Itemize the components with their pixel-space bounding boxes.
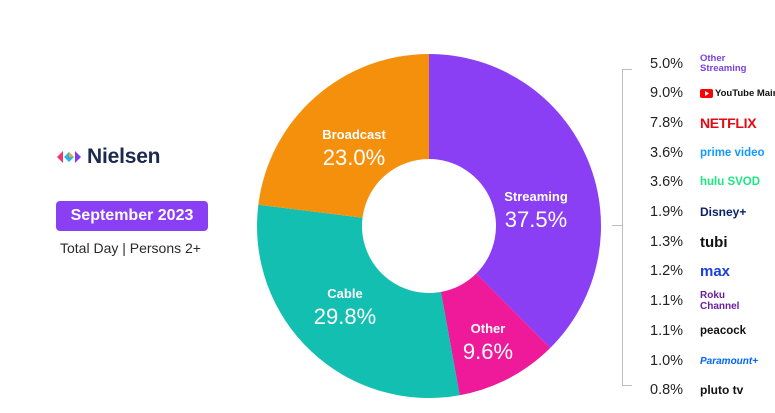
brand-name: Nielsen <box>87 145 161 168</box>
legend-value: 3.6% <box>650 174 684 190</box>
prime-video-logo: prime video <box>700 147 765 159</box>
legend-row-max: 1.2% max <box>650 259 730 283</box>
bracket-connector <box>612 225 622 226</box>
slice-value-cable: 29.8% <box>314 304 376 329</box>
legend-value: 1.0% <box>650 353 684 369</box>
pluto-tv-logo: pluto tv <box>700 383 744 397</box>
legend-row-netflix: 7.8% NETFLIX <box>650 111 757 135</box>
slice-value-streaming: 37.5% <box>505 207 567 232</box>
donut-slice-broadcast <box>258 54 429 218</box>
tubi-logo: tubi <box>700 233 728 251</box>
donut-slice-streaming <box>429 54 602 348</box>
nielsen-logo: Nielsen <box>57 144 161 170</box>
disney-plus-logo: Disney+ <box>700 205 747 219</box>
slice-label-other: Other <box>471 321 506 336</box>
youtube-play-icon <box>700 88 713 98</box>
slice-label-streaming: Streaming <box>504 189 568 204</box>
legend-value: 1.2% <box>650 263 684 279</box>
legend-value: 5.0% <box>650 56 684 72</box>
breakdown-bracket <box>622 69 632 386</box>
slice-value-other: 9.6% <box>463 339 513 364</box>
hulu-logo: hulu SVOD <box>700 176 761 188</box>
legend-row-peacock: 1.1% peacock <box>650 319 746 343</box>
max-logo: max <box>700 262 731 280</box>
donut-slice-other <box>440 273 551 396</box>
legend-row-hulu: 3.6% hulu SVOD <box>650 170 760 194</box>
nielsen-logo-icon <box>57 151 81 163</box>
legend-value: 1.3% <box>650 234 684 250</box>
legend-row-tubi: 1.3% tubi <box>650 230 728 254</box>
legend-row-roku: 1.1% Roku Channel <box>650 289 742 313</box>
period-badge: September 2023 <box>56 201 208 231</box>
legend-value: 1.1% <box>650 293 684 309</box>
slice-label-cable: Cable <box>327 286 362 301</box>
legend-value: 1.1% <box>650 323 684 339</box>
youtube-logo: YouTube Main <box>700 88 775 99</box>
legend-value: 7.8% <box>650 115 684 131</box>
legend-row-youtube: 9.0% YouTube Main <box>650 81 775 105</box>
legend-row-other-streaming: 5.0% Other Streaming <box>650 52 755 76</box>
roku-channel-logo: Roku Channel <box>700 290 740 312</box>
netflix-logo: NETFLIX <box>700 115 757 131</box>
other-streaming-logo: Other Streaming <box>700 53 747 74</box>
paramount-plus-logo: Paramount+ <box>700 355 759 367</box>
legend-row-disney-plus: 1.9% Disney+ <box>650 200 746 224</box>
legend-value: 1.9% <box>650 204 684 220</box>
legend-value: 3.6% <box>650 145 684 161</box>
legend-row-pluto-tv: 0.8% pluto tv <box>650 378 743 402</box>
legend-value: 0.8% <box>650 382 684 398</box>
legend-row-prime-video: 3.6% prime video <box>650 141 765 165</box>
peacock-logo: peacock <box>700 325 747 337</box>
legend-row-paramount-plus: 1.0% Paramount+ <box>650 349 758 373</box>
slice-label-broadcast: Broadcast <box>322 127 386 142</box>
donut-slice-cable <box>257 204 460 398</box>
slice-value-broadcast: 23.0% <box>323 145 385 170</box>
audience-subtitle: Total Day | Persons 2+ <box>60 240 201 256</box>
legend-value: 9.0% <box>650 85 684 101</box>
